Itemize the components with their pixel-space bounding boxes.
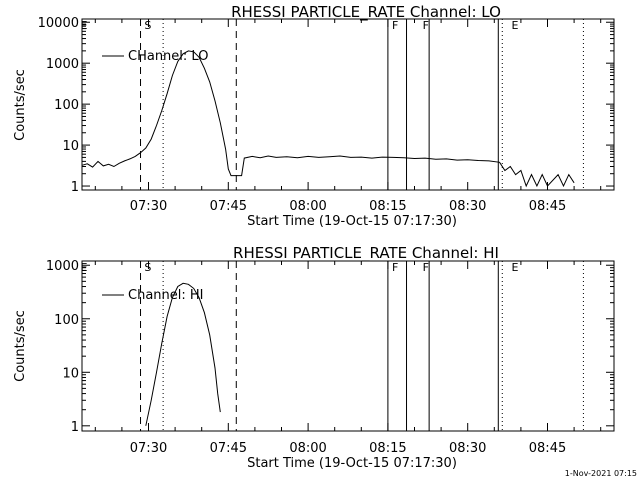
y-tick-label: 10 [62,366,79,381]
x-tick-label: 08:15 [369,199,406,214]
chart-title: RHESSI PARTICLE_RATE Channel: HI [233,244,499,263]
legend-entry: CHannel: LO [128,49,208,64]
legend-entry: Channel: HI [128,288,204,303]
x-tick-label: 07:45 [210,441,247,456]
y-tick-label: 100 [54,313,79,328]
x-tick-label: 07:30 [130,199,167,214]
chart-panel-2: RHESSI PARTICLE_RATE Channel: HI Start Ti… [13,244,615,471]
y-tick-label: 1 [71,180,79,195]
x-axis-label: Start Time (19-Oct-15 07:17:30) [247,214,457,229]
flag-label: E [511,261,518,274]
flag-label: F [392,19,398,32]
flag-label: F [423,261,429,274]
series-line-1 [145,282,221,426]
flag-label: S [144,261,151,274]
y-tick-label: 100 [54,98,79,113]
chart-panel-1: RHESSI PARTICLE_RATE Channel: LO Start Ti… [13,3,615,229]
flag-label: F [392,261,398,274]
plot-frame [81,260,615,432]
x-tick-label: 08:00 [289,199,326,214]
series-line-1 [81,50,575,188]
x-tick-label: 08:00 [289,441,326,456]
date-stamp: 1-Nov-2021 07:15 [565,469,637,478]
flag-label: S [144,19,151,32]
x-tick-label: 08:45 [529,199,566,214]
x-tick-label: 07:45 [210,199,247,214]
flag-label: E [81,19,88,32]
y-tick-label: 10000 [38,16,79,31]
x-tick-label: 07:30 [130,441,167,456]
y-axis-label: Counts/sec [13,310,28,382]
chart-title: RHESSI PARTICLE_RATE Channel: LO [231,3,501,22]
x-tick-label: 08:15 [369,441,406,456]
x-tick-label: 08:45 [529,441,566,456]
flag-label: E [511,19,518,32]
flag-label: E [81,261,88,274]
flag-label: F [423,19,429,32]
plot-frame [81,18,615,191]
y-tick-label: 10 [62,139,79,154]
y-axis-label: Counts/sec [13,69,28,141]
y-tick-label: 1000 [46,57,79,72]
legend: Channel: HI [102,288,204,303]
x-axis-label: Start Time (19-Oct-15 07:17:30) [247,456,457,471]
legend: CHannel: LO [102,49,208,64]
x-tick-label: 08:30 [449,441,486,456]
y-tick-label: 1000 [46,259,79,274]
y-tick-label: 1 [71,420,79,435]
x-tick-label: 08:30 [449,199,486,214]
